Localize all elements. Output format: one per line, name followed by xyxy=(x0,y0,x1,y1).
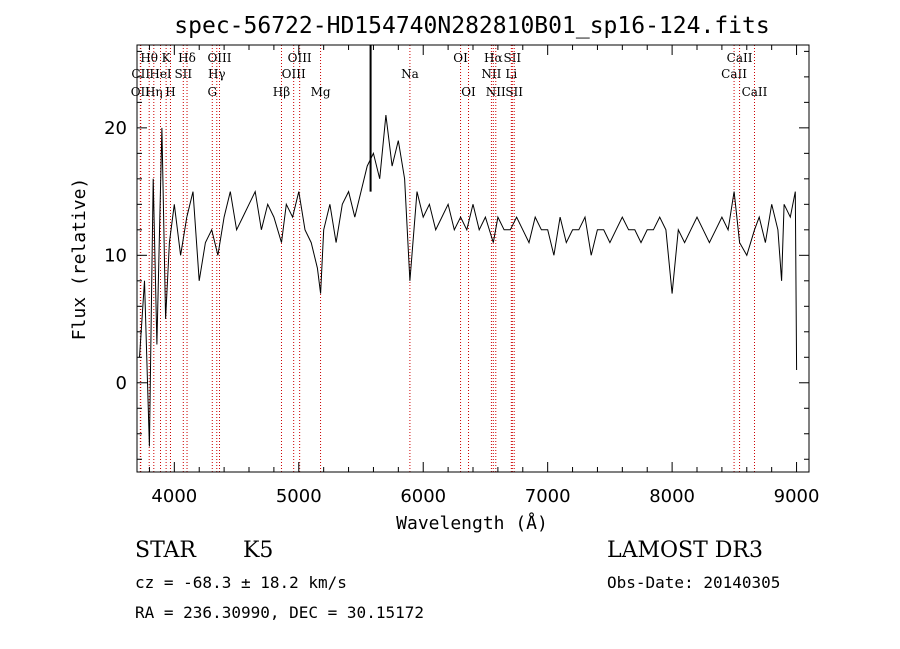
line-label-7: SII xyxy=(174,67,192,81)
line-label-25: CaII xyxy=(721,67,747,81)
line-label-27: CaII xyxy=(742,85,768,99)
line-label-8: Hδ xyxy=(178,51,196,65)
line-label-16: Na xyxy=(401,67,419,81)
y-axis: 0 10 20 xyxy=(104,50,809,460)
x-tick-label-3: 7000 xyxy=(525,486,571,507)
line-label-5: K xyxy=(162,51,172,65)
object-class: STAR xyxy=(135,538,196,563)
x-tick-label-1: 5000 xyxy=(276,486,322,507)
x-axis-label: Wavelength (Å) xyxy=(396,512,548,534)
x-tick-label-4: 8000 xyxy=(649,486,695,507)
line-label-1: CII xyxy=(131,67,150,81)
line-label-11: OIII xyxy=(207,51,231,65)
coordinates: RA = 236.30990, DEC = 30.15172 xyxy=(135,603,424,622)
line-label-26: CaII xyxy=(727,51,753,65)
spectrum-layer xyxy=(139,45,798,447)
survey-name: LAMOST DR3 xyxy=(607,538,763,563)
line-label-6: H xyxy=(165,85,175,99)
line-label-24: SII xyxy=(505,85,523,99)
line-label-10: Hγ xyxy=(208,67,226,81)
y-tick-label-1: 10 xyxy=(104,245,127,266)
line-label-2: Hθ xyxy=(140,51,158,65)
line-markers: OII CII Hθ Hη HeI K H SII Hδ G Hγ OIII Hβ OIII OIII Mg N… xyxy=(131,45,768,472)
line-label-0: OII xyxy=(131,85,151,99)
line-label-22: Li xyxy=(505,67,517,81)
line-label-21: NII xyxy=(486,85,506,99)
y-tick-label-0: 0 xyxy=(116,373,127,394)
line-label-13: OIII xyxy=(282,67,306,81)
observation-date: Obs-Date: 20140305 xyxy=(607,573,781,592)
x-tick-label-5: 9000 xyxy=(774,486,820,507)
line-label-3: Hη xyxy=(145,85,163,99)
line-label-4: HeI xyxy=(149,67,172,81)
plot-frame xyxy=(136,44,810,473)
line-label-15: Mg xyxy=(311,85,331,99)
y-axis-label: Flux (relative) xyxy=(69,178,90,341)
x-axis: 4000 5000 6000 7000 8000 9000 xyxy=(148,45,820,507)
line-label-9: G xyxy=(207,85,217,99)
line-label-18: OI xyxy=(461,85,476,99)
line-label-20: Hα xyxy=(484,51,503,65)
object-subclass: K5 xyxy=(243,538,274,563)
x-tick-label-2: 6000 xyxy=(400,486,446,507)
y-tick-label-2: 20 xyxy=(104,118,127,139)
line-label-23: SII xyxy=(503,51,521,65)
line-label-19: NII xyxy=(481,67,501,81)
line-label-12: Hβ xyxy=(273,85,290,99)
spectrum-line xyxy=(139,115,798,447)
line-label-14: OIII xyxy=(288,51,312,65)
redshift-value: cz = -68.3 ± 18.2 km/s xyxy=(135,573,347,592)
x-tick-label-0: 4000 xyxy=(151,486,197,507)
line-label-17: OI xyxy=(453,51,468,65)
chart-title: spec-56722-HD154740N282810B01_sp16-124.f… xyxy=(174,13,769,39)
